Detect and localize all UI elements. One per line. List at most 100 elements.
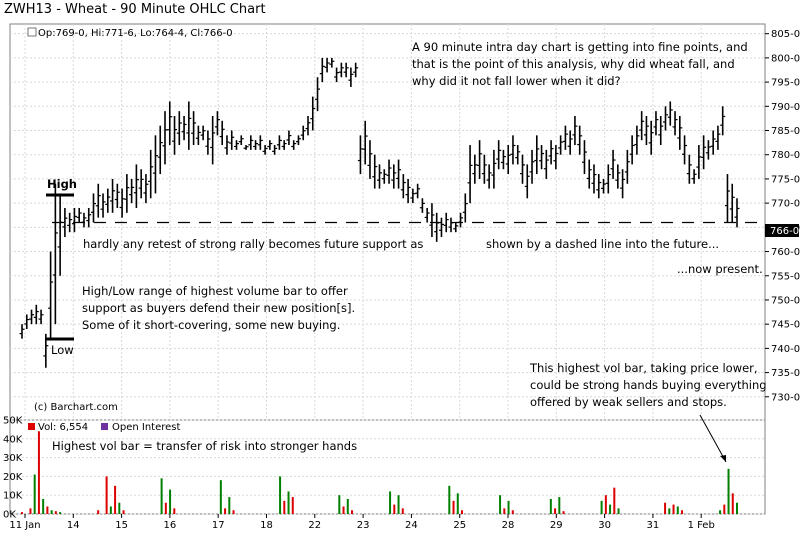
ohlc-bar xyxy=(143,174,149,204)
ohlc-bar xyxy=(48,251,54,339)
ohlc-bar xyxy=(272,145,278,155)
price-tick-label: 730-0 xyxy=(771,392,800,403)
ohlc-bar xyxy=(510,135,516,165)
ohlc-bar xyxy=(43,333,49,368)
ohlc-readout: Op:769-0, Hi:771-6, Lo:764-4, Cl:766-0 xyxy=(38,28,233,39)
ohlc-bar xyxy=(534,135,540,175)
ohlc-bar xyxy=(429,203,435,238)
ohlc-bar xyxy=(539,145,545,170)
ohlc-bar xyxy=(448,217,454,233)
ohlc-bar xyxy=(319,57,325,83)
ohlc-bar xyxy=(572,115,578,146)
ohlc-bar xyxy=(353,62,359,78)
ohlc-bar xyxy=(443,212,449,233)
x-tick-label: 17 xyxy=(212,520,225,531)
ohlc-bar xyxy=(191,111,197,146)
vol-tick-label: 40K xyxy=(3,434,23,445)
ohlc-bar xyxy=(601,178,607,194)
volume-bar xyxy=(291,497,294,514)
ohlc-bar xyxy=(381,169,387,184)
ohlc-bar xyxy=(324,57,330,73)
ohlc-bar xyxy=(724,174,730,223)
ohlc-bar xyxy=(91,193,96,223)
ohlc-bar xyxy=(486,164,492,189)
credit: (c) Barchart.com xyxy=(34,402,118,413)
ohlc-bar xyxy=(596,174,602,199)
volume-bar xyxy=(97,510,100,514)
ohlc-bar xyxy=(477,140,483,179)
ohlc-bar xyxy=(238,135,244,146)
volume-bar xyxy=(401,508,404,514)
ohlc-bar xyxy=(391,164,397,189)
ohlc-bar xyxy=(167,101,173,146)
ohlc-bar xyxy=(295,135,301,146)
volume-bar xyxy=(558,497,561,514)
volume-bar xyxy=(346,498,349,514)
price-tick-label: 785-0 xyxy=(771,126,800,137)
retest-note-left: hardly any retest of strong rally become… xyxy=(83,237,424,251)
ohlc-bar xyxy=(248,135,254,150)
ohlc-bar xyxy=(648,120,654,155)
x-tick-label: 22 xyxy=(308,520,321,531)
volume-bar xyxy=(397,495,400,514)
ohlc-bar xyxy=(481,154,487,184)
volume-bar xyxy=(54,511,57,514)
volume-bar xyxy=(448,485,451,514)
volume-bar xyxy=(351,510,353,514)
volume-bar xyxy=(676,506,679,514)
volume-bar xyxy=(232,510,235,514)
ohlc-bar xyxy=(438,217,444,238)
ohlc-bar xyxy=(110,178,116,213)
ohlc-bar xyxy=(157,125,163,175)
ohlc-bar xyxy=(267,140,273,150)
price-tick-label: 790-0 xyxy=(771,102,800,113)
ohlc-bar xyxy=(138,169,144,199)
volume-bar xyxy=(389,491,392,514)
volume-bar xyxy=(122,510,125,514)
ohlc-bar xyxy=(38,309,44,325)
ohlc-bar xyxy=(524,164,530,199)
vol-tick-label: 30K xyxy=(3,453,23,464)
price-tick-label: 800-0 xyxy=(771,53,800,64)
ohlc-bar xyxy=(629,135,635,165)
ohlc-bar xyxy=(734,198,740,228)
price-tick-label: 795-0 xyxy=(771,78,800,89)
volume-bar xyxy=(228,497,231,514)
ohlc-bar xyxy=(677,115,683,150)
x-tick-label: 28 xyxy=(502,520,515,531)
ohlc-bar xyxy=(257,135,263,150)
volume-bar xyxy=(21,512,23,514)
ohlc-bar xyxy=(105,188,111,213)
x-tick-label: 24 xyxy=(405,520,418,531)
range-note: High/Low range of highest volume bar to … xyxy=(82,284,356,332)
ohlc-bar xyxy=(176,111,182,146)
ohlc-bar xyxy=(419,198,425,213)
volume-bar xyxy=(507,500,510,514)
ohlc-bar xyxy=(29,309,35,325)
volume-bar xyxy=(169,489,172,514)
volume-panel xyxy=(9,419,766,515)
ohlc-bar xyxy=(367,140,373,179)
volume-bar xyxy=(604,495,607,514)
ohlc-bar xyxy=(334,67,340,83)
ohlc-bar xyxy=(33,304,39,325)
volume-bar xyxy=(562,511,565,514)
ohlc-bar xyxy=(224,135,230,155)
vol-legend-label: Vol: 6,554 xyxy=(38,422,88,433)
vol-tick-label: 50K xyxy=(3,416,23,427)
ohlc-bar xyxy=(129,178,135,204)
ohlc-bar xyxy=(148,149,154,199)
ohlc-bar xyxy=(253,140,259,150)
volume-bar xyxy=(50,510,53,514)
high-label: High xyxy=(47,177,77,191)
ohlc-bar xyxy=(720,106,726,136)
volume-bar xyxy=(600,500,603,514)
ohlc-bar xyxy=(95,183,101,218)
volume-bar xyxy=(109,506,112,514)
ohlc-bar xyxy=(672,111,678,136)
volume-bar xyxy=(160,478,163,514)
x-tick-label: 18 xyxy=(260,520,273,531)
volume-bar xyxy=(672,504,675,514)
x-tick-label: 16 xyxy=(164,520,177,531)
ohlc-bar xyxy=(186,101,192,150)
